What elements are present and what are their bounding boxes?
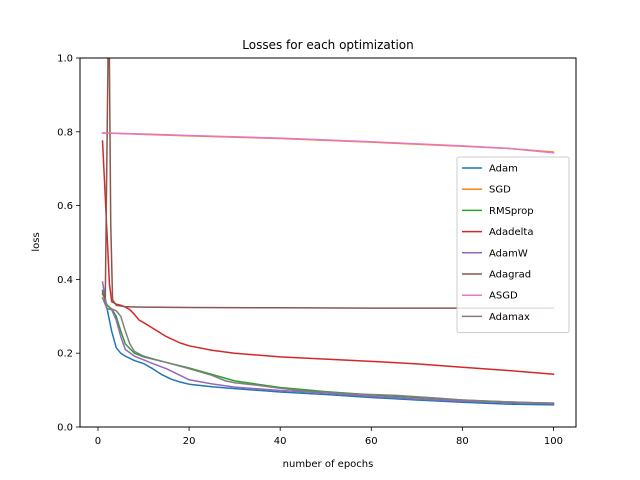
series-line-adagrad	[101, 58, 555, 309]
plot-area	[101, 58, 555, 406]
x-axis-ticks: 0 20 40 60 80 100	[95, 427, 563, 447]
x-tick-label: 40	[274, 436, 287, 447]
x-tick-label: 80	[456, 436, 469, 447]
chart-title: Losses for each optimization	[242, 38, 414, 52]
y-tick-label: 0.2	[57, 349, 73, 360]
legend: Adam SGD RMSprop Adadelta AdamW Adagrad ASGD Ad…	[456, 156, 570, 334]
x-tick-label: 100	[544, 436, 563, 447]
x-tick-label: 60	[365, 436, 378, 447]
x-tick-label: 20	[183, 436, 196, 447]
series-line-adamax	[101, 296, 555, 404]
y-axis-ticks: 0.0 0.2 0.4 0.6 0.8 1.0	[57, 54, 80, 434]
legend-label-rmsprop: RMSprop	[489, 206, 534, 217]
legend-label-adamw: AdamW	[489, 248, 528, 259]
legend-label-adam: Adam	[489, 164, 518, 175]
y-tick-label: 0.4	[57, 275, 73, 286]
legend-label-adadelta: Adadelta	[489, 227, 533, 238]
legend-label-adagrad: Adagrad	[489, 270, 531, 281]
legend-box	[456, 156, 570, 334]
y-tick-label: 0.6	[57, 201, 73, 212]
y-tick-label: 1.0	[57, 54, 73, 65]
y-tick-label: 0.8	[57, 127, 73, 138]
y-axis-title: loss	[31, 232, 42, 251]
legend-label-sgd: SGD	[489, 185, 511, 196]
series-line-adam	[101, 289, 555, 406]
legend-label-adamax: Adamax	[489, 312, 530, 323]
series-line-adamw	[101, 281, 555, 405]
series-line-asgd	[101, 132, 555, 154]
legend-label-asgd: ASGD	[489, 291, 518, 302]
y-tick-label: 0.0	[57, 423, 73, 434]
x-tick-label: 0	[95, 436, 101, 447]
axes-frame	[79, 57, 577, 428]
x-axis-title: number of epochs	[283, 459, 374, 470]
